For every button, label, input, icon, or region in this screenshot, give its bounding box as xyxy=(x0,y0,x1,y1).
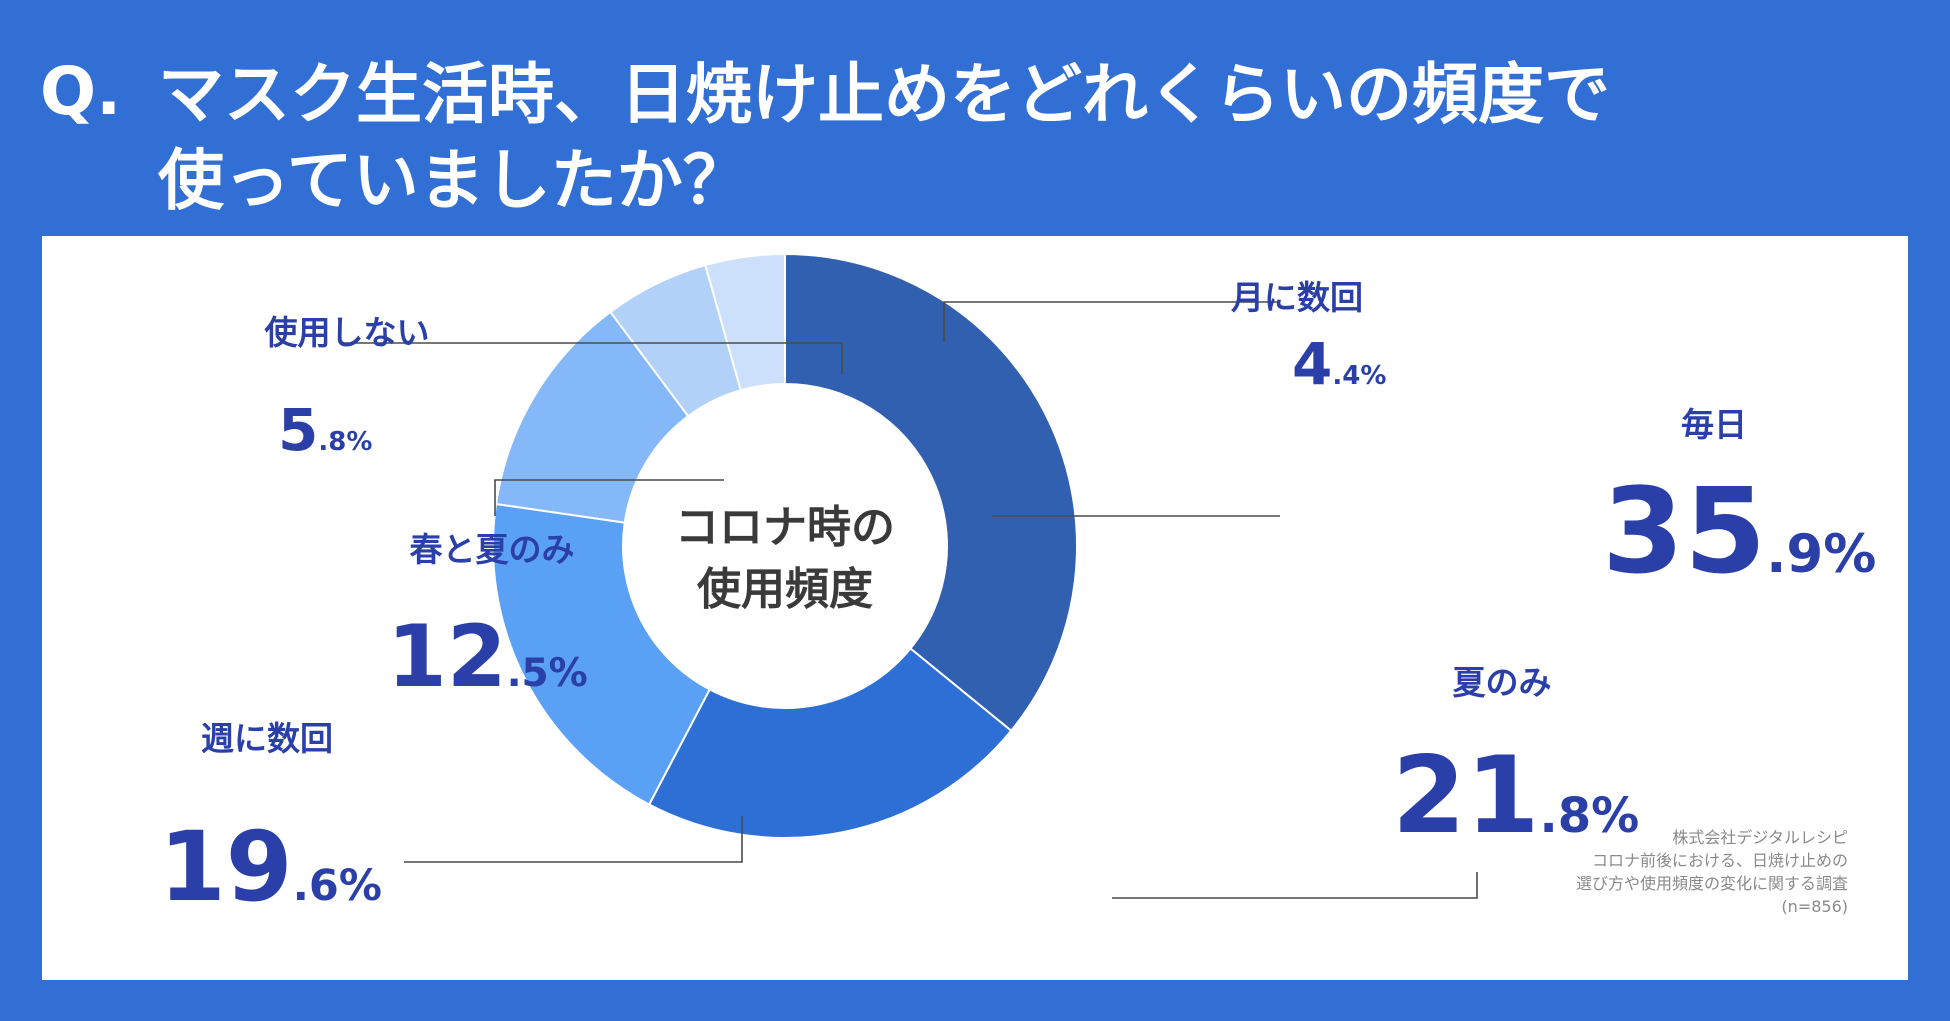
question-mark: Q. xyxy=(40,53,122,130)
donut-slice-4 xyxy=(494,310,690,524)
leader-line-4 xyxy=(494,479,724,516)
donut-slice-2 xyxy=(647,647,1013,839)
donut-slice-3 xyxy=(492,502,711,806)
category-label-1: 毎日 xyxy=(1681,405,1747,444)
source-survey-line-1: コロナ前後における、日焼け止めの xyxy=(1591,851,1848,870)
value-label-5: 5.8% xyxy=(278,396,372,464)
leader-line-3 xyxy=(404,816,743,863)
source-company: 株式会社デジタルレシピ xyxy=(1672,828,1848,847)
question-line-2: 使っていましたか？ xyxy=(158,142,749,219)
source-survey-line-2: 選び方や使用頻度の変化に関する調査 xyxy=(1575,874,1848,893)
donut-chart: 毎日 35.9% 夏のみ 21.8% 週に数回 19.6% 春と夏のみ 12.5% 使用しない 5… xyxy=(159,252,1876,923)
chart-card: 毎日 35.9% 夏のみ 21.8% 週に数回 19.6% 春と夏のみ 12.5% 使用しない 5… xyxy=(42,236,1908,980)
center-label-line-1: コロナ時の xyxy=(675,502,895,553)
leader-line-2 xyxy=(1112,872,1478,899)
leader-line-5 xyxy=(342,342,843,374)
category-label-6: 月に数回 xyxy=(1231,278,1363,317)
value-label-4: 12.5% xyxy=(387,607,588,707)
question-line-1: マスク生活時、日焼け止めをどれくらいの頻度で xyxy=(158,56,1610,133)
value-label-2: 21.8% xyxy=(1392,734,1639,857)
category-label-3: 週に数回 xyxy=(201,719,333,758)
question-text: マスク生活時、日焼け止めをどれくらいの頻度で 使っていましたか？ xyxy=(158,52,1858,224)
value-label-1: 35.9% xyxy=(1602,462,1876,600)
center-label-line-2: 使用頻度 xyxy=(697,564,873,615)
donut-slice-1 xyxy=(784,252,1078,733)
value-label-3: 19.6% xyxy=(159,811,382,923)
donut-slice-6 xyxy=(704,252,786,392)
category-label-2: 夏のみ xyxy=(1453,663,1552,702)
source-note: 株式会社デジタルレシピ コロナ前後における、日焼け止めの 選び方や使用頻度の変化… xyxy=(1576,826,1848,918)
category-label-5: 使用しない xyxy=(265,313,430,352)
value-label-6: 4.4% xyxy=(1292,330,1386,398)
source-sample-size: (n=856) xyxy=(1781,897,1848,916)
category-label-4: 春と夏のみ xyxy=(410,530,575,569)
leader-line-6 xyxy=(943,301,1280,342)
